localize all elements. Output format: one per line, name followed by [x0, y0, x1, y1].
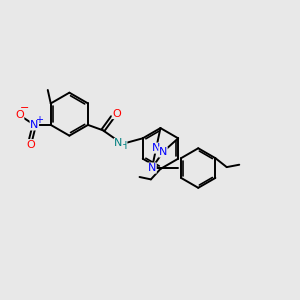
Text: O: O: [112, 109, 121, 118]
Text: N: N: [159, 147, 167, 157]
Text: N: N: [30, 120, 38, 130]
Text: H: H: [119, 141, 127, 152]
Text: O: O: [15, 110, 24, 120]
Text: O: O: [26, 140, 35, 150]
Text: −: −: [20, 103, 29, 113]
Text: +: +: [35, 115, 44, 125]
Text: N: N: [148, 163, 156, 173]
Text: N: N: [114, 138, 123, 148]
Text: N: N: [152, 143, 160, 153]
